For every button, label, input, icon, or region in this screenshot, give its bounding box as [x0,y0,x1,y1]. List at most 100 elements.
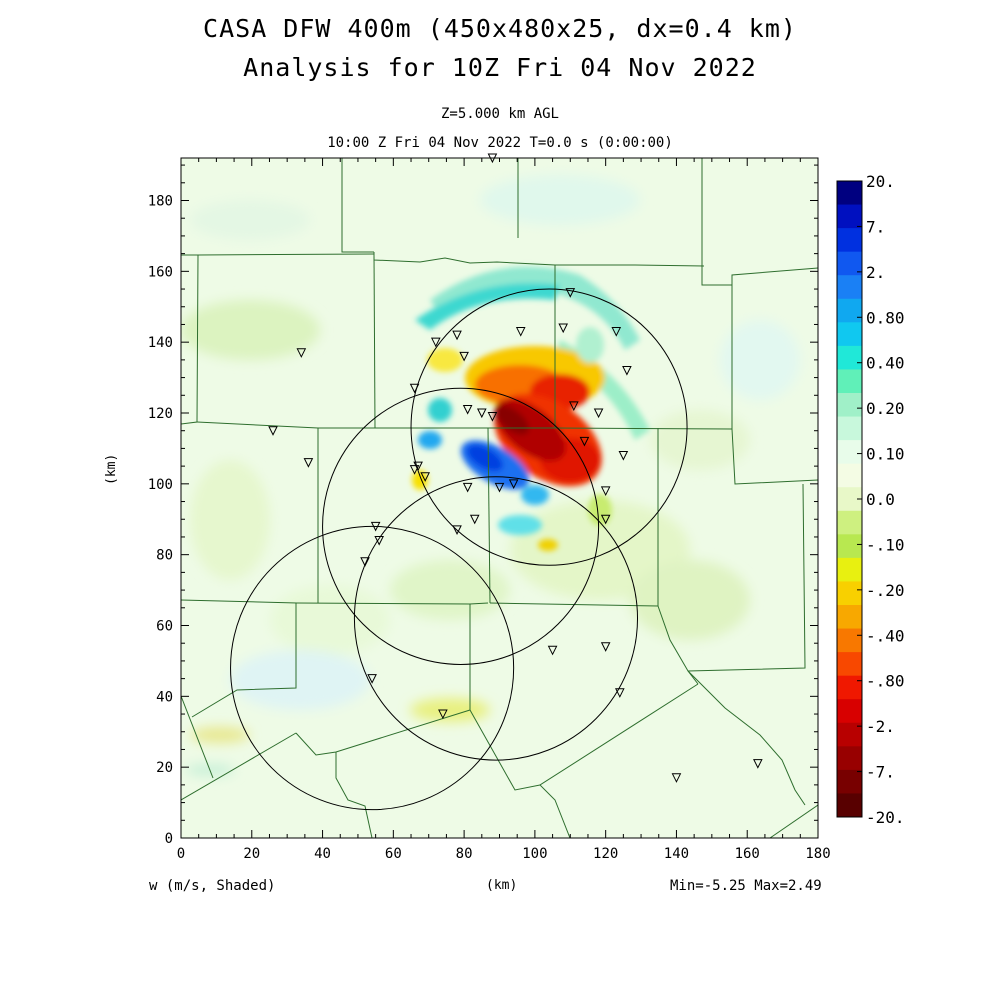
colorbar-swatch [837,298,862,323]
x-tick-label: 40 [314,846,331,862]
x-tick-label: 0 [177,846,185,862]
station-marker [547,645,558,656]
shaded-field [181,158,818,838]
x-tick-label: 20 [243,846,260,862]
station-marker [494,482,505,493]
y-tick-label: 160 [148,264,173,280]
station-marker [565,288,576,298]
station-marker [671,773,682,783]
station-marker [476,408,487,419]
station-marker [303,458,314,468]
x-axis: 0 20 40 60 80 100 120 140 160 180 [177,158,831,862]
y-axis-unit: (km) [104,453,119,485]
station-marker [409,383,420,394]
colorbar-label: -.40 [866,626,905,645]
colorbar-label: 2. [866,263,885,282]
colorbar-label: -.80 [866,672,905,691]
level-label: Z=5.000 km AGL [440,106,559,122]
colorbar-swatch [837,181,862,206]
station-marker [420,472,430,482]
colorbar-swatch [837,204,862,229]
colorbar-label: -7. [866,763,895,782]
storm-core [412,266,650,551]
station-marker [487,412,498,422]
colorbar-swatch [837,369,862,394]
y-tick-label: 20 [156,760,173,776]
y-tick-label: 100 [148,477,173,493]
colorbar-swatch [837,675,862,700]
colorbar-swatch [837,746,862,771]
y-axis: 0 20 40 60 80 100 120 140 160 180 [148,164,818,847]
station-marker [579,436,590,447]
station-marker [452,330,462,341]
y-tick-label: 40 [156,689,173,705]
colorbar-swatch [837,628,862,653]
station-marker [622,366,632,376]
y-tick-label: 60 [156,619,173,635]
station-marker [558,323,569,334]
colorbar-swatch [837,393,862,418]
colorbar-label: -.10 [866,535,905,554]
station-marker [462,482,473,493]
range-ring-1 [410,288,688,566]
colorbar-label: 0.20 [866,399,905,418]
station-marker [469,514,480,525]
colorbar-label: 0.80 [866,308,905,327]
y-tick-label: 120 [148,406,173,422]
colorbar-swatch [837,722,862,747]
title-line2: Analysis for 10Z Fri 04 Nov 2022 [243,53,757,82]
colorbar-label: 0.40 [866,354,905,373]
station-marker [611,327,622,337]
variable-label: w (m/s, Shaded) [149,878,276,894]
x-axis-unit: (km) [486,878,518,893]
time-label: 10:00 Z Fri 04 Nov 2022 T=0.0 s (0:00:00… [327,135,673,151]
colorbar-label: 20. [866,172,895,191]
colorbar-swatch [837,652,862,677]
station-marker [268,426,278,436]
station-marker [753,759,763,769]
y-tick-label: 180 [148,194,173,210]
station-marker [360,557,370,567]
colorbar-label: 7. [866,217,885,236]
x-tick-label: 120 [593,846,618,862]
colorbar-swatch [837,228,862,253]
colorbar-label: 0.0 [866,490,895,509]
station-marker [430,337,441,348]
x-tick-label: 80 [456,846,473,862]
colorbar-swatch [837,557,862,582]
y-tick-label: 0 [165,831,173,847]
title-line1: CASA DFW 400m (450x480x25, dx=0.4 km) [203,14,797,43]
min-max-label: Min=-5.25 Max=2.49 [670,878,822,894]
colorbar-label: -.20 [866,581,905,600]
y-tick-label: 80 [156,548,173,564]
colorbar-label: -2. [866,717,895,736]
colorbar-swatch [837,440,862,465]
colorbar-swatch [837,605,862,630]
station-marker [593,408,604,419]
station-marker [515,327,526,337]
station-marker [618,451,629,461]
y-tick-label: 140 [148,335,173,351]
station-marker [370,521,381,532]
station-marker [459,351,469,362]
colorbar-swatch [837,769,862,794]
x-tick-label: 100 [522,846,547,862]
station-marker [462,404,473,415]
range-ring-2 [322,387,600,665]
colorbar: 20. 7. 2. 0.80 0.40 0.20 0.10 0.0 -.10 -.20 -.40 -.… [836,172,905,827]
colorbar-swatch [837,510,862,535]
colorbar-swatch [837,793,862,818]
range-ring-4 [353,476,639,761]
station-marker [409,465,420,475]
colorbar-label: 0.10 [866,445,905,464]
radar-range-rings [230,288,688,811]
station-marker [569,401,579,412]
colorbar-swatch [837,322,862,347]
colorbar-swatch [837,534,862,559]
x-tick-label: 140 [664,846,689,862]
colorbar-swatch [837,416,862,441]
station-marker [600,642,611,652]
colorbar-swatch [837,275,862,300]
colorbar-swatch [837,463,862,488]
